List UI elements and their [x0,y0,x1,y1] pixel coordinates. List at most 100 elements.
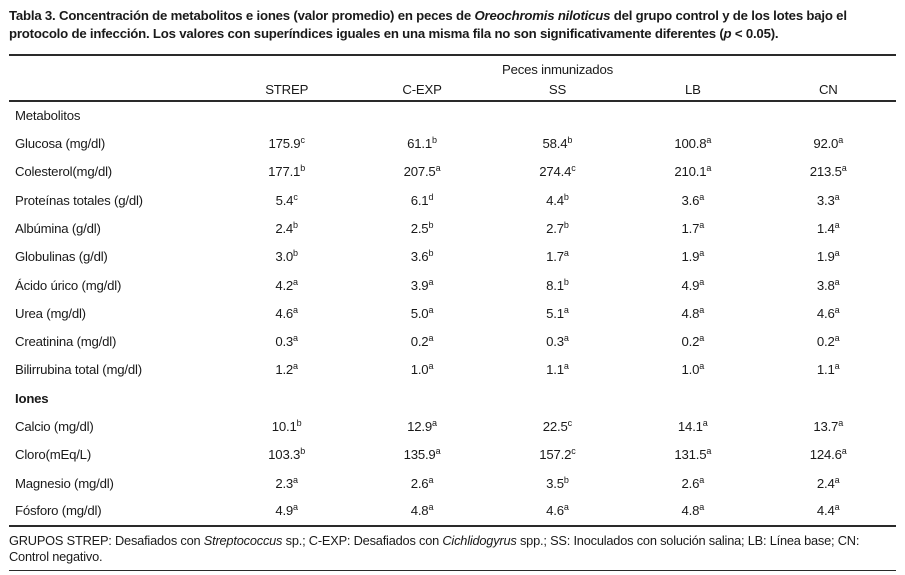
superscript: a [699,304,705,315]
text-run: spp.; SS: Inoculados con solución salina… [9,532,860,564]
value-cell: 12.9a [354,412,489,440]
value-cell: 124.6a [761,441,896,469]
value-cell: 131.5a [625,441,760,469]
superscript: a [293,474,299,485]
superscript: b [432,135,438,146]
value-cell: 4.2a [219,271,354,299]
value: 5.0 [410,305,429,321]
superscript: a [699,502,705,513]
empty-corner-cell [9,55,219,78]
value: 4.2 [275,277,294,293]
superscript: a [706,446,712,457]
text-run: Cichlidogyrus [442,532,517,548]
superscript: d [428,191,434,202]
value-cell: 4.9a [219,497,355,527]
value-cell: 2.3a [219,469,354,497]
value: 10.1 [271,419,297,434]
value-cell: 6.1d [354,186,489,214]
value-cell: 4.8a [625,299,760,327]
value-cell: 4.6a [761,299,896,327]
row-label: Glucosa (mg/dl) [15,136,106,152]
value: 4.6 [275,305,294,321]
table-row: Creatinina (mg/dl) 0.3a 0.2a 0.3a 0.2a 0.2a [9,327,896,355]
value-cell: 3.3a [761,186,896,214]
value: 210.1 [674,164,707,180]
empty-label-header [9,78,219,103]
value: 4.9 [681,277,700,293]
value-cell: 1.2a [219,356,354,384]
value: 3.6 [681,192,700,208]
table-row: Calcio (mg/dl) 10.1b 12.9a 22.5c 14.1a 13.7a [9,412,896,440]
value: 2.4 [816,475,835,491]
superscript: a [834,276,840,287]
superscript: a [834,248,840,259]
value-cell: 1.0a [625,356,760,384]
table-row: Globulinas (g/dl) 3.0b 3.6b 1.7a 1.9a 1.9a [9,243,896,271]
column-header-ss: SS [489,78,626,103]
value: 1.4 [816,220,835,236]
value: 2.4 [275,220,294,236]
value: 135.9 [403,447,436,463]
superscript: a [699,474,705,485]
value-cell: 10.1b [219,412,354,440]
value-cell: 2.6a [354,469,489,497]
value-cell: 4.9a [625,271,760,299]
superscript: b [428,248,434,259]
value: 3.3 [816,192,835,208]
value: 1.1 [816,362,835,378]
superscript: b [563,276,569,287]
value-cell: 5.0a [354,299,489,327]
value: 1.9 [681,249,700,265]
value-cell: 177.1b [219,158,354,186]
metabolites-ions-table: Peces inmunizados STREP C-EXP SS LB CN Metab… [9,54,896,527]
section-label: Metabolitos [15,108,81,124]
value: 58.4 [542,136,568,152]
value-cell: 100.8a [625,129,760,157]
superscript: a [428,276,434,287]
superscript: a [834,219,840,230]
spanner-row: Peces inmunizados [9,55,896,78]
value-cell: 2.6a [625,469,760,497]
table-row: Fósforo (mg/dl) 4.9a 4.8a 4.6a 4.8a 4.4a [9,497,896,527]
superscript: a [834,502,840,513]
table-body: Metabolitos Glucosa (mg/dl) 175.9c 61.1b 58.… [9,101,896,527]
superscript: b [567,135,573,146]
superscript: b [563,474,569,485]
superscript: a [834,333,840,344]
value-cell: 2.4a [761,469,896,497]
superscript: a [428,502,434,513]
superscript: a [293,276,299,287]
column-header-lb: LB [625,78,761,103]
superscript: a [293,333,299,344]
superscript: b [300,446,306,457]
value-cell: 1.7a [490,243,625,271]
superscript: b [293,219,299,230]
bottom-rule [9,570,896,572]
row-label: Fósforo (mg/dl) [9,497,219,527]
column-header-row: STREP C-EXP SS LB CN [9,78,896,103]
value: 14.1 [677,419,703,434]
table-row: Ácido úrico (mg/dl) 4.2a 3.9a 8.1b 4.9a 3.8a [9,271,896,299]
superscript: c [300,135,305,146]
row-label: Bilirrubina total (mg/dl) [15,362,142,378]
value-cell: 274.4c [490,158,625,186]
value-cell: 2.5b [354,214,489,242]
value-cell: 3.5b [490,469,625,497]
value: 3.0 [275,249,294,265]
value-cell: 92.0a [761,129,896,157]
value: 4.9 [275,503,294,519]
value-cell: 22.5c [490,412,625,440]
superscript: a [563,304,569,315]
row-label: Urea (mg/dl) [15,305,86,321]
section-row: Iones [9,384,896,412]
value-cell: 1.7a [625,214,760,242]
superscript: a [699,191,705,202]
text-run: Streptococcus [203,532,283,548]
row-label: Albúmina (g/dl) [15,220,101,236]
value-cell: 1.4a [761,214,896,242]
value-cell: 1.9a [761,243,896,271]
table-head: Peces inmunizados STREP C-EXP SS LB CN [9,55,896,103]
value: 12.9 [407,419,433,434]
superscript: a [706,135,712,146]
value-cell: 1.1a [490,356,625,384]
